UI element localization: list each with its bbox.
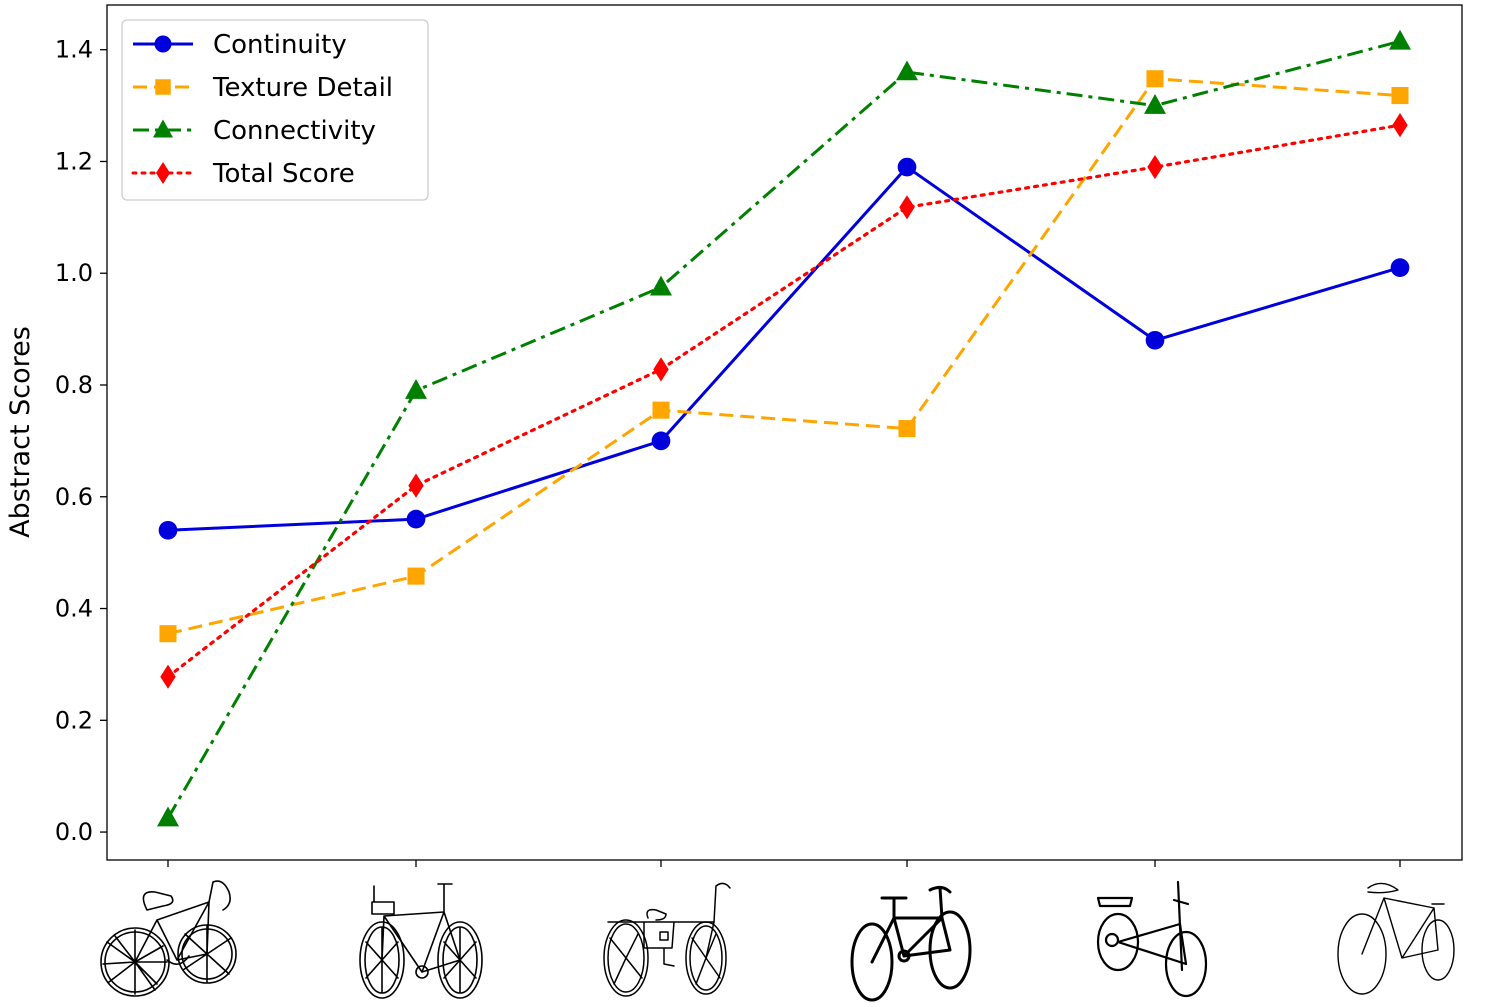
legend-box [121, 19, 429, 201]
legend: Continuity Texture Detail Connectivity Tota… [121, 19, 429, 201]
data-point-texture-detail [652, 401, 670, 419]
data-point-texture-detail [1391, 87, 1409, 105]
data-point-total-score [653, 357, 669, 382]
x-axis-sketch-images [100, 880, 1455, 1002]
bicycle-sketch-5 [1096, 880, 1208, 998]
legend-marker-connectivity [153, 119, 173, 138]
data-point-continuity [651, 431, 671, 451]
y-tick-label: 1.2 [55, 147, 93, 175]
legend-marker-texture-detail [155, 79, 171, 95]
y-tick-label: 0.6 [55, 483, 93, 511]
series-line-texture-detail [167, 77, 1401, 636]
legend-label-connectivity: Connectivity [213, 116, 376, 146]
y-tick-label: 1.0 [55, 259, 93, 287]
series-connectivity [157, 29, 1411, 827]
legend-label-total-score: Total Score [212, 159, 355, 189]
legend-label-texture-detail: Texture Detail [212, 73, 393, 103]
plot-frame [106, 4, 1463, 861]
data-point-connectivity [405, 379, 427, 399]
y-tick-label: 1.4 [55, 36, 93, 64]
data-point-total-score [899, 195, 915, 220]
data-point-continuity [897, 157, 917, 177]
data-point-texture-detail [407, 567, 425, 585]
bicycle-sketch-3 [603, 882, 731, 997]
data-point-total-score [1147, 154, 1163, 180]
bicycle-sketch-4 [850, 885, 972, 1002]
data-point-connectivity [1144, 94, 1166, 114]
bicycle-sketch-6 [1337, 882, 1455, 995]
data-point-connectivity [157, 806, 179, 827]
legend-marker-continuity [154, 35, 172, 53]
legend-marker-total-score [156, 162, 170, 184]
y-tick-label: 0.2 [55, 706, 93, 734]
data-point-connectivity [650, 275, 672, 296]
data-point-texture-detail [1146, 70, 1164, 88]
data-point-total-score [1392, 113, 1408, 138]
y-tick-label: 0.8 [55, 371, 93, 399]
y-axis-ticks: 0.0 0.2 0.4 0.6 0.8 1.0 1.2 1.4 [55, 36, 1401, 867]
series-layer [157, 29, 1411, 827]
data-point-continuity [158, 520, 178, 540]
data-point-texture-detail [898, 420, 916, 438]
legend-label-continuity: Continuity [213, 30, 347, 60]
y-tick-label: 0.0 [55, 818, 93, 846]
series-line-total-score [166, 123, 1402, 679]
data-point-connectivity [896, 60, 918, 81]
series-line-connectivity [166, 39, 1401, 819]
y-axis-title: Abstract Scores [5, 326, 36, 538]
data-point-connectivity [1389, 29, 1411, 50]
bicycle-sketch-1 [100, 880, 237, 997]
series-line-continuity [167, 165, 1401, 532]
data-point-continuity [406, 509, 426, 529]
series-texture-detail [159, 70, 1409, 643]
data-point-texture-detail [159, 625, 177, 643]
data-point-continuity [1145, 330, 1165, 350]
series-continuity [158, 157, 1410, 540]
data-point-total-score [160, 664, 176, 689]
bicycle-sketch-2 [359, 883, 483, 999]
series-total-score [160, 113, 1408, 689]
y-tick-label: 0.4 [55, 595, 93, 623]
data-point-total-score [408, 473, 424, 498]
data-point-continuity [1390, 258, 1410, 277]
